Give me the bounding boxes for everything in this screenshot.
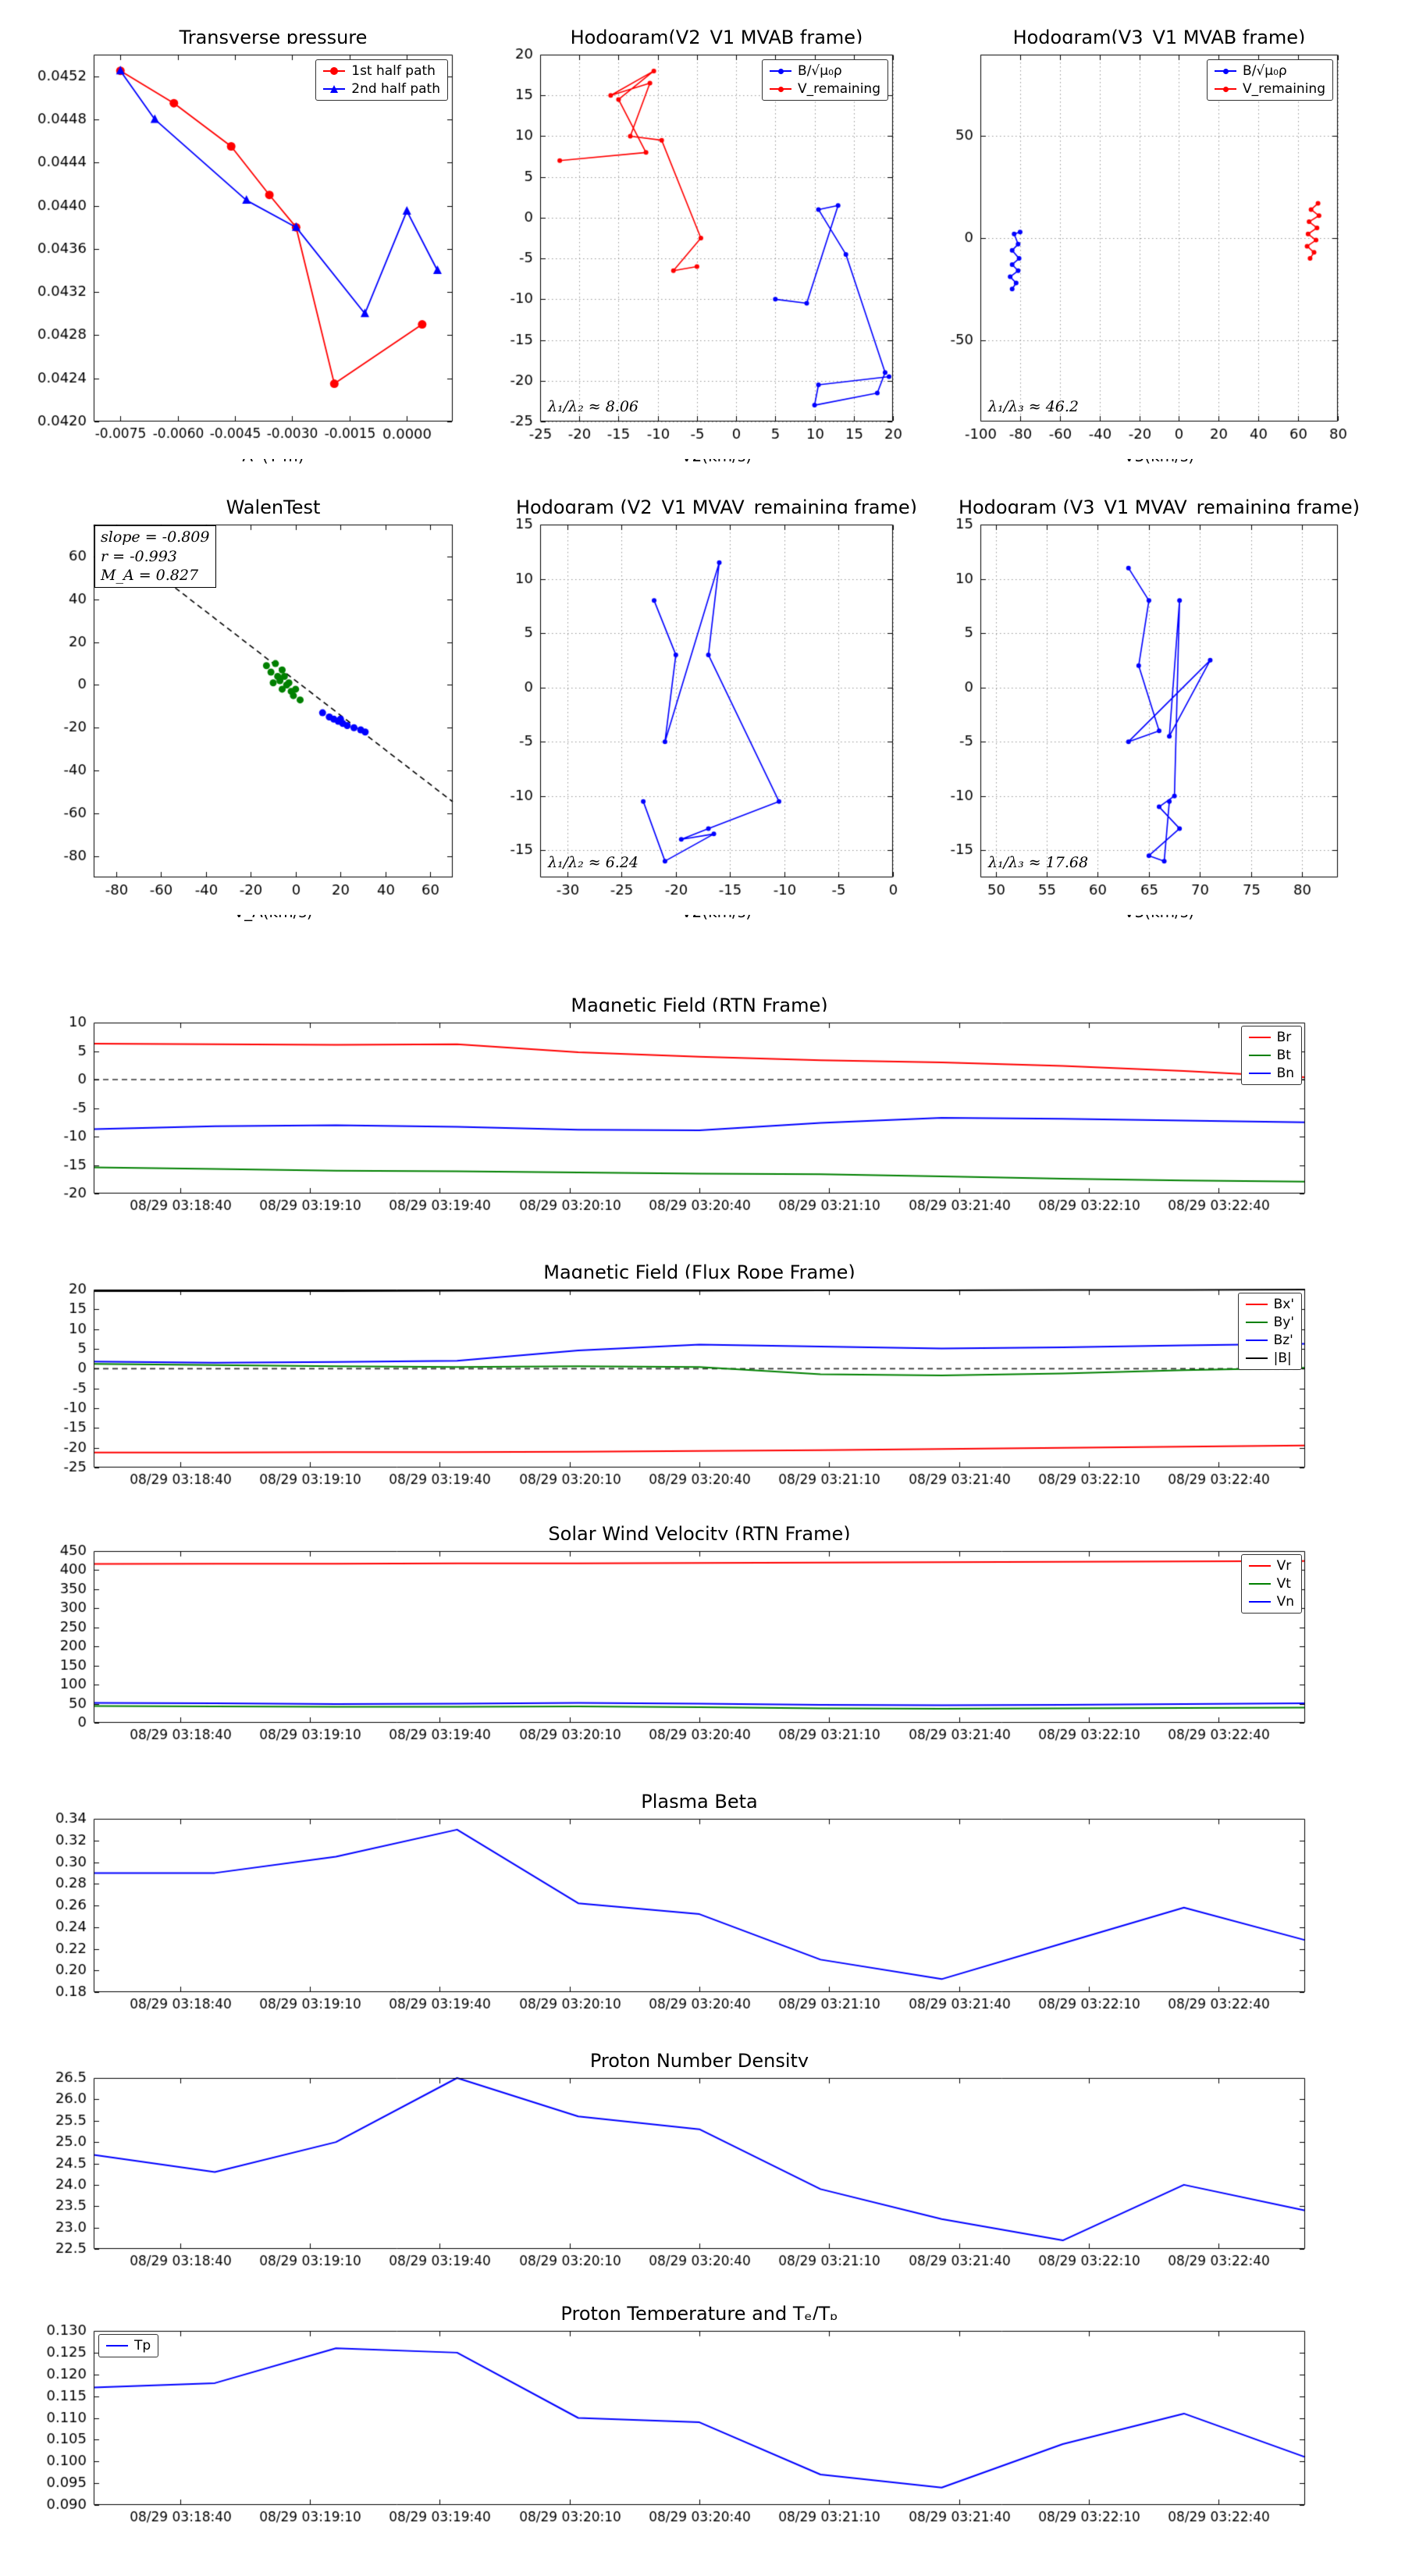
hodogram-v2v1-mvab-plot [466, 44, 904, 459]
walen-correlation: r = -0.993 [101, 547, 177, 565]
eigenvalue-ratio-annotation: λ₁/λ₃ ≈ 46.2 [988, 398, 1080, 415]
legend-label: V_remaining [1243, 81, 1325, 97]
panel-proton-number-density: Proton Number Density Np(#/cc) [20, 2050, 1316, 2286]
legend-swatch [1245, 1354, 1268, 1364]
legend-swatch [1248, 1051, 1271, 1061]
legend-swatch [1245, 1300, 1268, 1310]
legend-swatch [770, 66, 792, 76]
eigenvalue-ratio-annotation: λ₁/λ₂ ≈ 6.24 [548, 854, 639, 871]
legend-entry: Tp [106, 2338, 151, 2354]
legend-label: Br [1276, 1030, 1292, 1045]
legend-label: Bx' [1273, 1297, 1294, 1312]
legend-label: |B| [1273, 1350, 1292, 1366]
legend-entry: |B| [1245, 1350, 1294, 1366]
legend-entry: V_remaining [1215, 81, 1325, 97]
legend-entry: Vr [1248, 1558, 1294, 1574]
walen-slope: slope = -0.809 [101, 528, 210, 546]
legend-label: Vr [1276, 1558, 1292, 1574]
legend-entry: B/√μ₀ρ [770, 63, 880, 79]
panel-transverse-pressure: Transverse pressure Pt' (nPa) A' (T·m) 1… [20, 27, 464, 465]
legend-label: Vn [1276, 1594, 1294, 1610]
legend-swatch [770, 84, 792, 94]
panel-magnetic-field-flux-rope: Magnetic Field (Flux Rope Frame) B(nT) B… [20, 1261, 1316, 1505]
legend-entry: 2nd half path [323, 81, 440, 97]
legend: Tp [98, 2334, 159, 2357]
legend-label: V_remaining [798, 81, 880, 97]
legend-swatch [323, 84, 346, 94]
legend: Br Bt Bn [1240, 1026, 1302, 1085]
legend-swatch [323, 66, 346, 76]
legend-swatch [1248, 1579, 1271, 1589]
legend-label: B/√μ₀ρ [798, 63, 842, 79]
legend-entry: Br [1248, 1030, 1294, 1045]
legend-entry: V_remaining [770, 81, 880, 97]
walen-fit-stats: slope = -0.809 r = -0.993 M_A = 0.827 [94, 525, 216, 589]
magnetic-field-flux-rope-plot [20, 1279, 1316, 1505]
legend-entry: B/√μ₀ρ [1215, 63, 1325, 79]
eigenvalue-ratio-annotation: λ₁/λ₂ ≈ 8.06 [548, 398, 639, 415]
legend: Vr Vt Vn [1240, 1554, 1302, 1614]
legend-entry: Bt [1248, 1048, 1294, 1063]
proton-number-density-plot [20, 2067, 1316, 2286]
legend-swatch [106, 2341, 128, 2351]
legend-swatch [1215, 66, 1237, 76]
panel-hodogram-v3v1-mvab: Hodogram(V3_V1 MVAB frame) V1(km/s) V3(k… [906, 27, 1349, 465]
walen-test-plot [20, 514, 464, 915]
legend-entry: Vn [1248, 1594, 1294, 1610]
legend-label: Tp [134, 2338, 151, 2354]
legend-label: Bn [1276, 1066, 1294, 1081]
plasma-beta-plot [20, 1808, 1316, 2030]
legend: B/√μ₀ρ V_remaining [1207, 59, 1333, 101]
panel-proton-temperature: Proton Temperature and Tₑ/Tₚ Tp(10⁶K) Tp [20, 2303, 1316, 2542]
eigenvalue-ratio-annotation: λ₁/λ₃ ≈ 17.68 [988, 854, 1089, 871]
legend-label: Bt [1276, 1048, 1291, 1063]
panel-hodogram-v2v1-mvab: Hodogram(V2_V1 MVAB frame) V1(km/s) V2(k… [466, 27, 904, 465]
panel-walen-test: WalenTest V_remaining(km/s) V_A(km/s) sl… [20, 496, 464, 921]
hodogram-v3v1-mvab-plot [906, 44, 1349, 459]
panel-solar-wind-velocity: Solar Wind Velocity (RTN Frame) Vsw(km/s… [20, 1523, 1316, 1760]
panel-hodogram-v2v1-mvav: Hodogram (V2_V1 MVAV_remaining frame) V1… [466, 496, 917, 921]
hodogram-v3v1-mvav-plot [906, 514, 1349, 915]
legend-swatch [1245, 1318, 1268, 1328]
panel-hodogram-v3v1-mvav: Hodogram (V3_V1 MVAV_remaining frame) V1… [906, 496, 1360, 921]
legend-label: Bz' [1273, 1332, 1293, 1348]
legend-swatch [1215, 84, 1237, 94]
legend: 1st half path 2nd half path [315, 59, 448, 101]
panel-magnetic-field-rtn: Magnetic Field (RTN Frame) B(nT) Br Bt B… [20, 994, 1316, 1231]
legend-entry: Bz' [1245, 1332, 1294, 1348]
legend-label: 2nd half path [351, 81, 440, 97]
legend-entry: 1st half path [323, 63, 440, 79]
legend-swatch [1248, 1561, 1271, 1571]
walen-mach-number: M_A = 0.827 [101, 567, 199, 585]
legend-label: By' [1273, 1315, 1294, 1330]
legend-swatch [1245, 1336, 1268, 1346]
legend-entry: Bx' [1245, 1297, 1294, 1312]
legend-entry: Vt [1248, 1576, 1294, 1592]
legend-label: 1st half path [351, 63, 436, 79]
solar-wind-velocity-plot [20, 1540, 1316, 1760]
legend: B/√μ₀ρ V_remaining [762, 59, 888, 101]
magnetic-field-rtn-plot [20, 1012, 1316, 1231]
legend-swatch [1248, 1033, 1271, 1043]
legend-label: Vt [1276, 1576, 1291, 1592]
panel-plasma-beta: Plasma Beta βₚ [20, 1791, 1316, 2030]
proton-temperature-plot [20, 2320, 1316, 2542]
legend-entry: By' [1245, 1315, 1294, 1330]
legend-entry: Bn [1248, 1066, 1294, 1081]
legend-swatch [1248, 1069, 1271, 1079]
legend-swatch [1248, 1597, 1271, 1607]
legend: Bx' By' Bz' |B| [1237, 1293, 1302, 1370]
transverse-pressure-plot [20, 44, 464, 459]
legend-label: B/√μ₀ρ [1243, 63, 1287, 79]
hodogram-v2v1-mvav-plot [466, 514, 904, 915]
